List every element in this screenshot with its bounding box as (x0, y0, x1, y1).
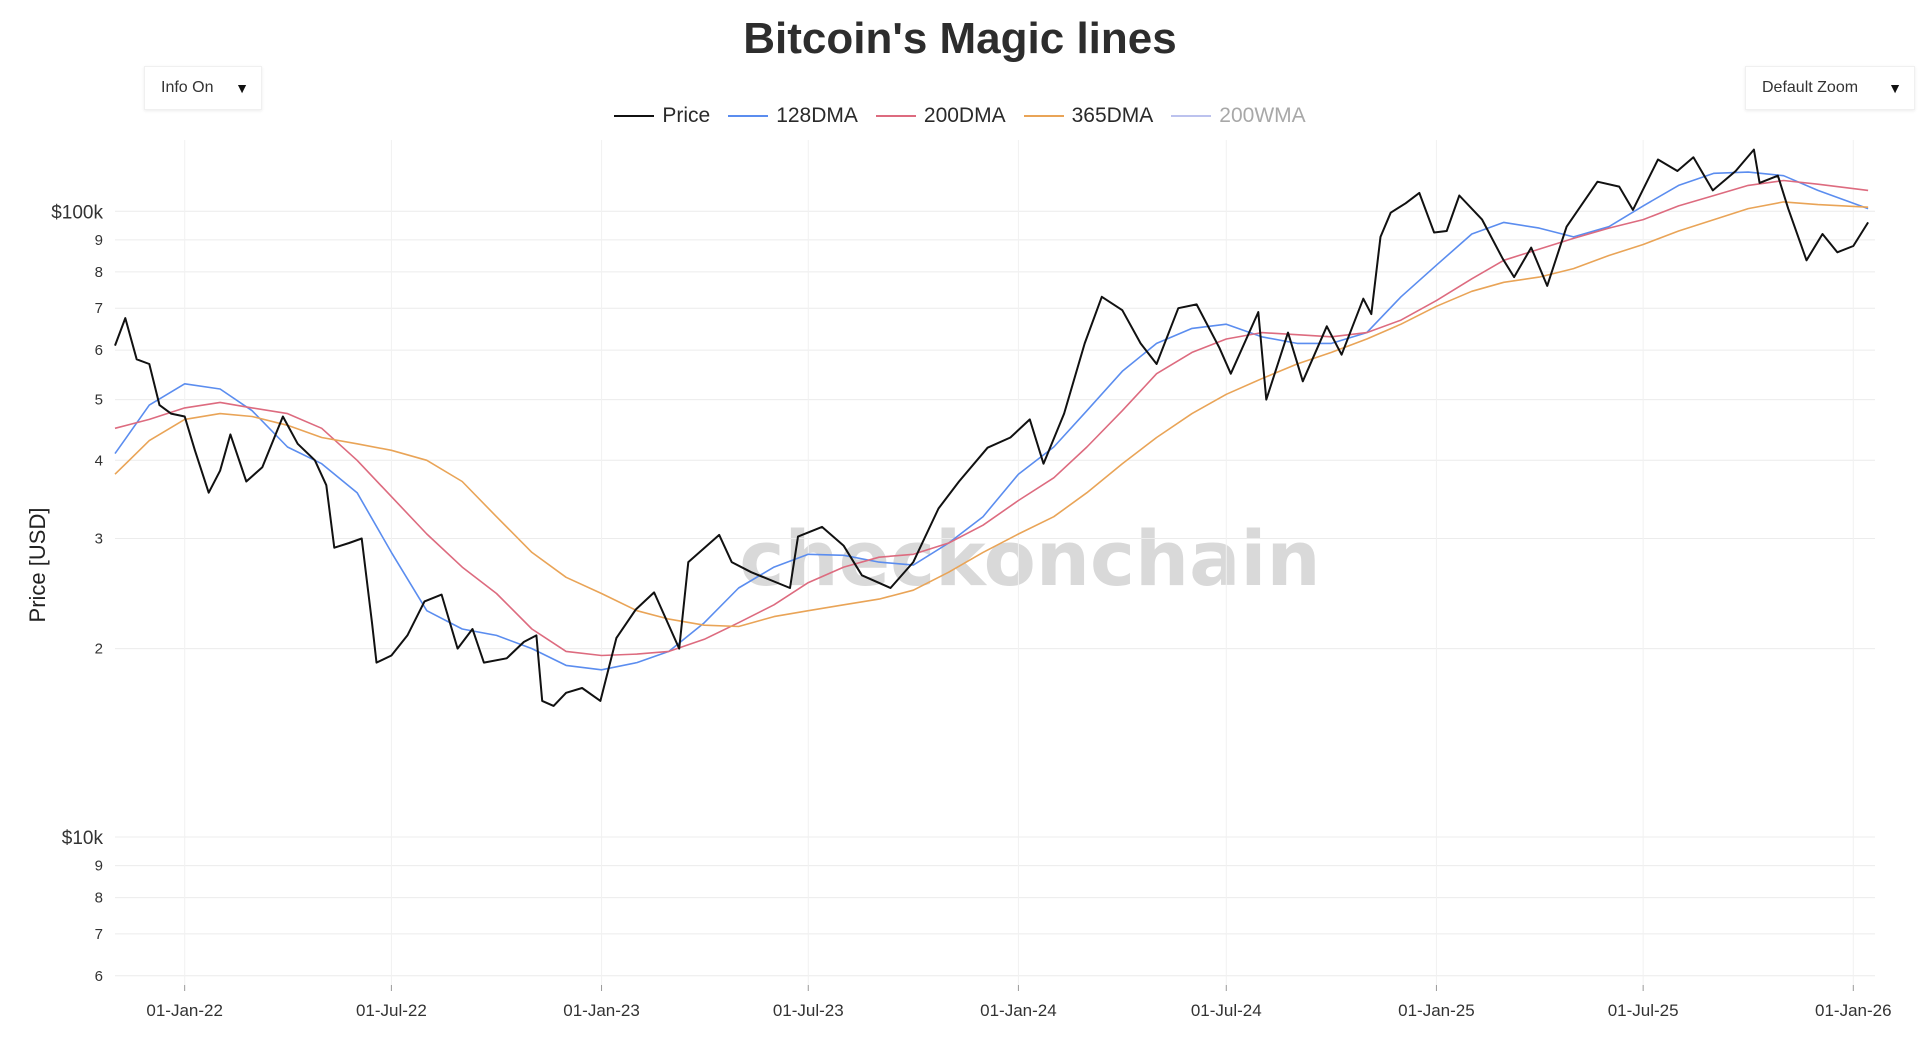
chart-title: Bitcoin's Magic lines (743, 14, 1177, 63)
series-layer (114, 148, 1869, 707)
series-line-128dma (114, 171, 1869, 671)
x-tick-label: 01-Jan-22 (146, 1001, 223, 1020)
legend-item-200wma[interactable]: 200WMA (1171, 104, 1306, 128)
x-tick-label: 01-Jan-23 (563, 1001, 640, 1020)
y-tick-label: $10k (62, 828, 104, 849)
legend-label: Price (662, 104, 711, 127)
x-tick-label: 01-Jan-26 (1815, 1001, 1892, 1020)
legend-swatch (614, 115, 655, 117)
legend-swatch (1171, 115, 1212, 117)
x-tick-label: 01-Jan-25 (1398, 1001, 1475, 1020)
y-tick-label: 4 (95, 452, 103, 469)
y-tick-label: 6 (95, 342, 103, 359)
watermark: checkonchain (739, 514, 1320, 603)
grid-layer (115, 140, 1875, 985)
y-tick-label: 7 (95, 926, 103, 943)
y-tick-label: 8 (95, 890, 103, 907)
x-tick-label: 01-Jul-24 (1191, 1001, 1262, 1020)
legend-swatch (875, 115, 916, 117)
legend-label: 200WMA (1219, 104, 1306, 127)
legend-label: 128DMA (776, 104, 858, 127)
legend-item-128dma[interactable]: 128DMA (728, 104, 858, 128)
chevron-down-icon: ▼ (235, 80, 249, 96)
y-tick-label: $100k (51, 202, 103, 223)
legend-label: 365DMA (1071, 104, 1154, 127)
info-dropdown[interactable]: Info On ▼ (144, 66, 262, 110)
x-tick-label: 01-Jul-22 (356, 1001, 427, 1020)
x-tick-label: 01-Jan-24 (980, 1001, 1057, 1020)
info-dropdown-label: Info On (161, 79, 214, 96)
y-tick-label: 5 (95, 392, 103, 409)
y-tick-label: 8 (95, 264, 103, 281)
y-tick-label: 9 (95, 858, 103, 875)
legend-swatch (1023, 115, 1064, 117)
chevron-down-icon: ▼ (1888, 80, 1902, 96)
y-axis-title: Price [USD] (25, 507, 50, 623)
y-tick-label: 2 (95, 641, 103, 658)
series-line-365dma (114, 201, 1869, 628)
legend-item-365dma[interactable]: 365DMA (1023, 104, 1154, 128)
x-tick-label: 01-Jul-25 (1608, 1001, 1679, 1020)
legend-item-price[interactable]: Price (614, 104, 710, 128)
series-line-price (114, 148, 1869, 707)
y-tick-label: 3 (95, 530, 103, 547)
y-tick-label: 7 (95, 300, 103, 317)
legend-label: 200DMA (923, 104, 1006, 127)
axis-layer: 6 7 8 9 $10k 2 3 4 5 6 7 8 9 $100k 01-Jan-22 01-Jul-22 0… (51, 202, 1891, 1020)
y-tick-label: 6 (95, 968, 103, 985)
legend-item-200dma[interactable]: 200DMA (875, 104, 1006, 128)
chart-legend: Price 128DMA 200DMA 365DMA 200WMA (0, 104, 1920, 128)
x-tick-label: 01-Jul-23 (773, 1001, 844, 1020)
legend-swatch (728, 115, 769, 117)
y-tick-label: 9 (95, 232, 103, 249)
zoom-dropdown-label: Default Zoom (1762, 79, 1859, 96)
zoom-dropdown[interactable]: Default Zoom ▼ (1745, 66, 1915, 110)
